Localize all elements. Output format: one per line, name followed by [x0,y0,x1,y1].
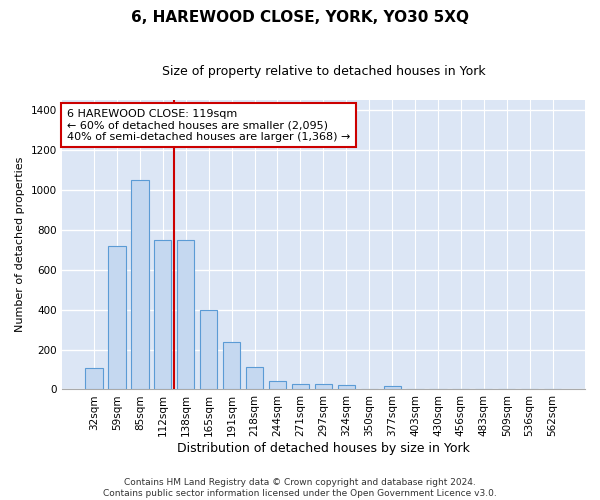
Bar [177,240,194,390]
Title: Size of property relative to detached houses in York: Size of property relative to detached ho… [161,65,485,78]
Text: 6 HAREWOOD CLOSE: 119sqm
← 60% of detached houses are smaller (2,095)
40% of sem: 6 HAREWOOD CLOSE: 119sqm ← 60% of detach… [67,108,350,142]
Bar [315,384,332,390]
Text: Contains HM Land Registry data © Crown copyright and database right 2024.
Contai: Contains HM Land Registry data © Crown c… [103,478,497,498]
Bar [131,180,149,390]
Text: 6, HAREWOOD CLOSE, YORK, YO30 5XQ: 6, HAREWOOD CLOSE, YORK, YO30 5XQ [131,10,469,25]
Bar [246,367,263,390]
Bar [269,381,286,390]
Y-axis label: Number of detached properties: Number of detached properties [15,157,25,332]
Bar [338,386,355,390]
Bar [200,310,217,390]
Bar [223,342,240,390]
Bar [85,368,103,390]
Bar [383,386,401,390]
Bar [154,240,172,390]
Bar [292,384,309,390]
Bar [109,246,125,390]
X-axis label: Distribution of detached houses by size in York: Distribution of detached houses by size … [177,442,470,455]
